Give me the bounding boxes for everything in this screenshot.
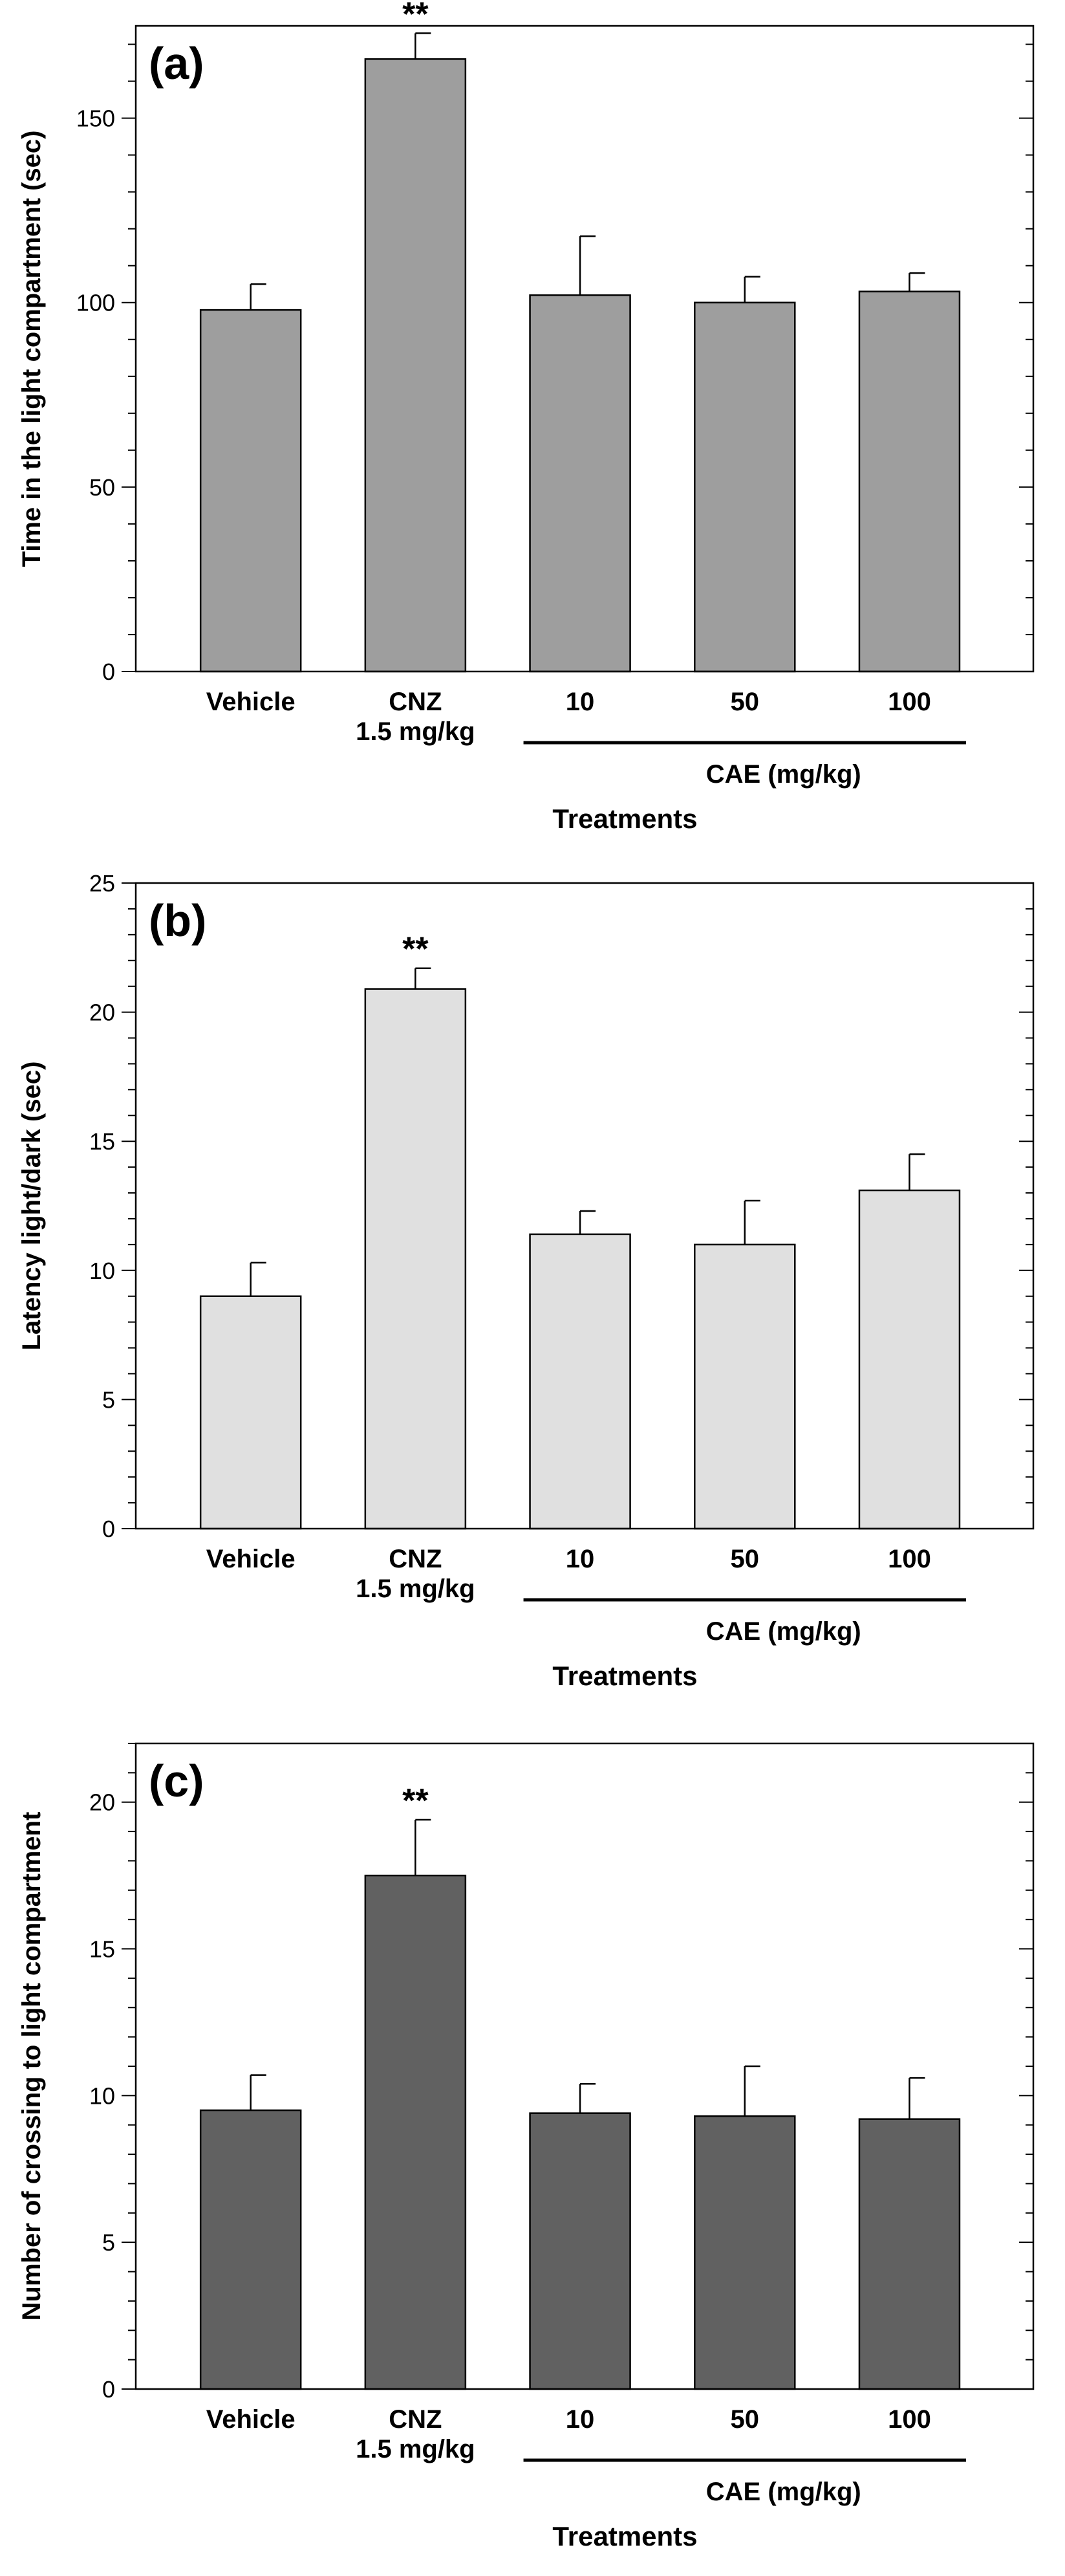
bar [199,2109,302,2390]
bar [858,290,961,673]
panel-label: (c) [149,1756,204,1806]
bar [694,301,796,673]
bar [199,1295,302,1530]
x-tick-label: 1.5 mg/kg [356,717,475,746]
x-axis-title: Treatments [552,2521,697,2551]
panel-label: (b) [149,895,206,946]
x-tick-label: 10 [566,1545,595,1573]
x-axis-title: Treatments [552,1661,697,1691]
significance-marker: ** [402,0,429,33]
y-tick-label: 150 [76,105,115,132]
x-tick-label: 1.5 mg/kg [356,2435,475,2463]
x-tick-label: CNZ [389,1545,442,1573]
y-tick-label: 0 [102,1516,115,1542]
x-tick-label: Vehicle [206,688,296,716]
x-tick-label: 50 [731,2405,760,2434]
bar [364,58,467,673]
y-tick-label: 10 [89,2082,115,2109]
bar [529,294,631,673]
y-tick-label: 5 [102,1386,115,1413]
y-tick-label: 0 [102,2376,115,2403]
bar [694,1243,796,1530]
group-label: CAE (mg/kg) [706,2478,861,2506]
x-tick-label: 100 [888,1545,931,1573]
y-tick-label: 5 [102,2229,115,2256]
panel-label: (a) [149,38,204,89]
x-tick-label: 10 [566,688,595,716]
y-tick-label: 100 [76,290,115,316]
x-tick-label: 10 [566,2405,595,2434]
group-label: CAE (mg/kg) [706,760,861,789]
x-tick-label: CNZ [389,688,442,716]
y-tick-label: 25 [89,870,115,897]
bar [529,1233,631,1530]
bar [694,2115,796,2390]
bar [529,2112,631,2390]
x-tick-label: 50 [731,1545,760,1573]
significance-marker: ** [402,931,429,968]
plot-frame [134,25,1035,673]
plot-frame [134,882,1035,1530]
x-tick-label: 50 [731,688,760,716]
bar [364,1874,467,2390]
y-tick-label: 15 [89,1936,115,1963]
x-tick-label: 100 [888,2405,931,2434]
significance-marker: ** [402,1782,429,1820]
y-tick-label: 50 [89,474,115,501]
y-axis-title: Time in the light compartment (sec) [17,131,46,567]
y-tick-label: 15 [89,1128,115,1155]
y-tick-label: 10 [89,1258,115,1284]
group-label: CAE (mg/kg) [706,1617,861,1646]
bar [858,1189,961,1530]
x-tick-label: Vehicle [206,1545,296,1573]
x-tick-label: 1.5 mg/kg [356,1575,475,1603]
y-tick-label: 20 [89,1789,115,1816]
y-axis-title: Latency light/dark (sec) [17,1062,46,1351]
y-tick-label: 20 [89,999,115,1026]
bar [199,309,302,673]
y-tick-label: 0 [102,659,115,685]
x-tick-label: 100 [888,688,931,716]
y-axis-title: Number of crossing to light compartment [17,1812,46,2321]
bar [364,988,467,1530]
bar [858,2118,961,2390]
x-axis-title: Treatments [552,803,697,834]
x-tick-label: Vehicle [206,2405,296,2434]
x-tick-label: CNZ [389,2405,442,2434]
